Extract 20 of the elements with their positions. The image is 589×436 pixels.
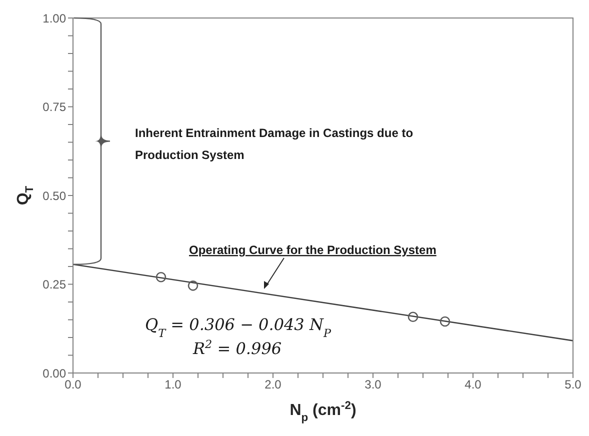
y-tick-label: 0.50 — [42, 188, 66, 203]
point — [440, 316, 450, 327]
x-tick-label: 0.0 — [64, 378, 82, 392]
x-tick-label: 2.0 — [264, 378, 282, 392]
y-tick-label: 0.00 — [42, 366, 66, 380]
point — [408, 312, 418, 322]
x-tick-label: 4.0 — [464, 378, 482, 392]
y-tick-label: 1.00 — [42, 11, 66, 26]
y-tick-label: 0.25 — [42, 278, 66, 292]
x-tick-label: 5.0 — [564, 378, 582, 392]
annotation: R$^{2}$ = 0.996 — [192, 338, 282, 358]
x-axis-title: N$_{p}$ (cm$^{-2}$) — [290, 400, 356, 424]
point — [188, 280, 198, 291]
x-tick-label: 3.0 — [364, 378, 382, 392]
x-tick-label: 1.0 — [164, 378, 182, 392]
annotation: Q$_{T}$ = 0.306 − 0.043 N$_{P}$ — [145, 315, 332, 340]
annotation: Inherent Entrainment Damage in Castings due to Production System — [135, 126, 414, 162]
point — [156, 272, 166, 282]
annotation: Operating Curve for the Production System — [189, 243, 436, 257]
y-tick-label: 0.75 — [42, 100, 66, 114]
